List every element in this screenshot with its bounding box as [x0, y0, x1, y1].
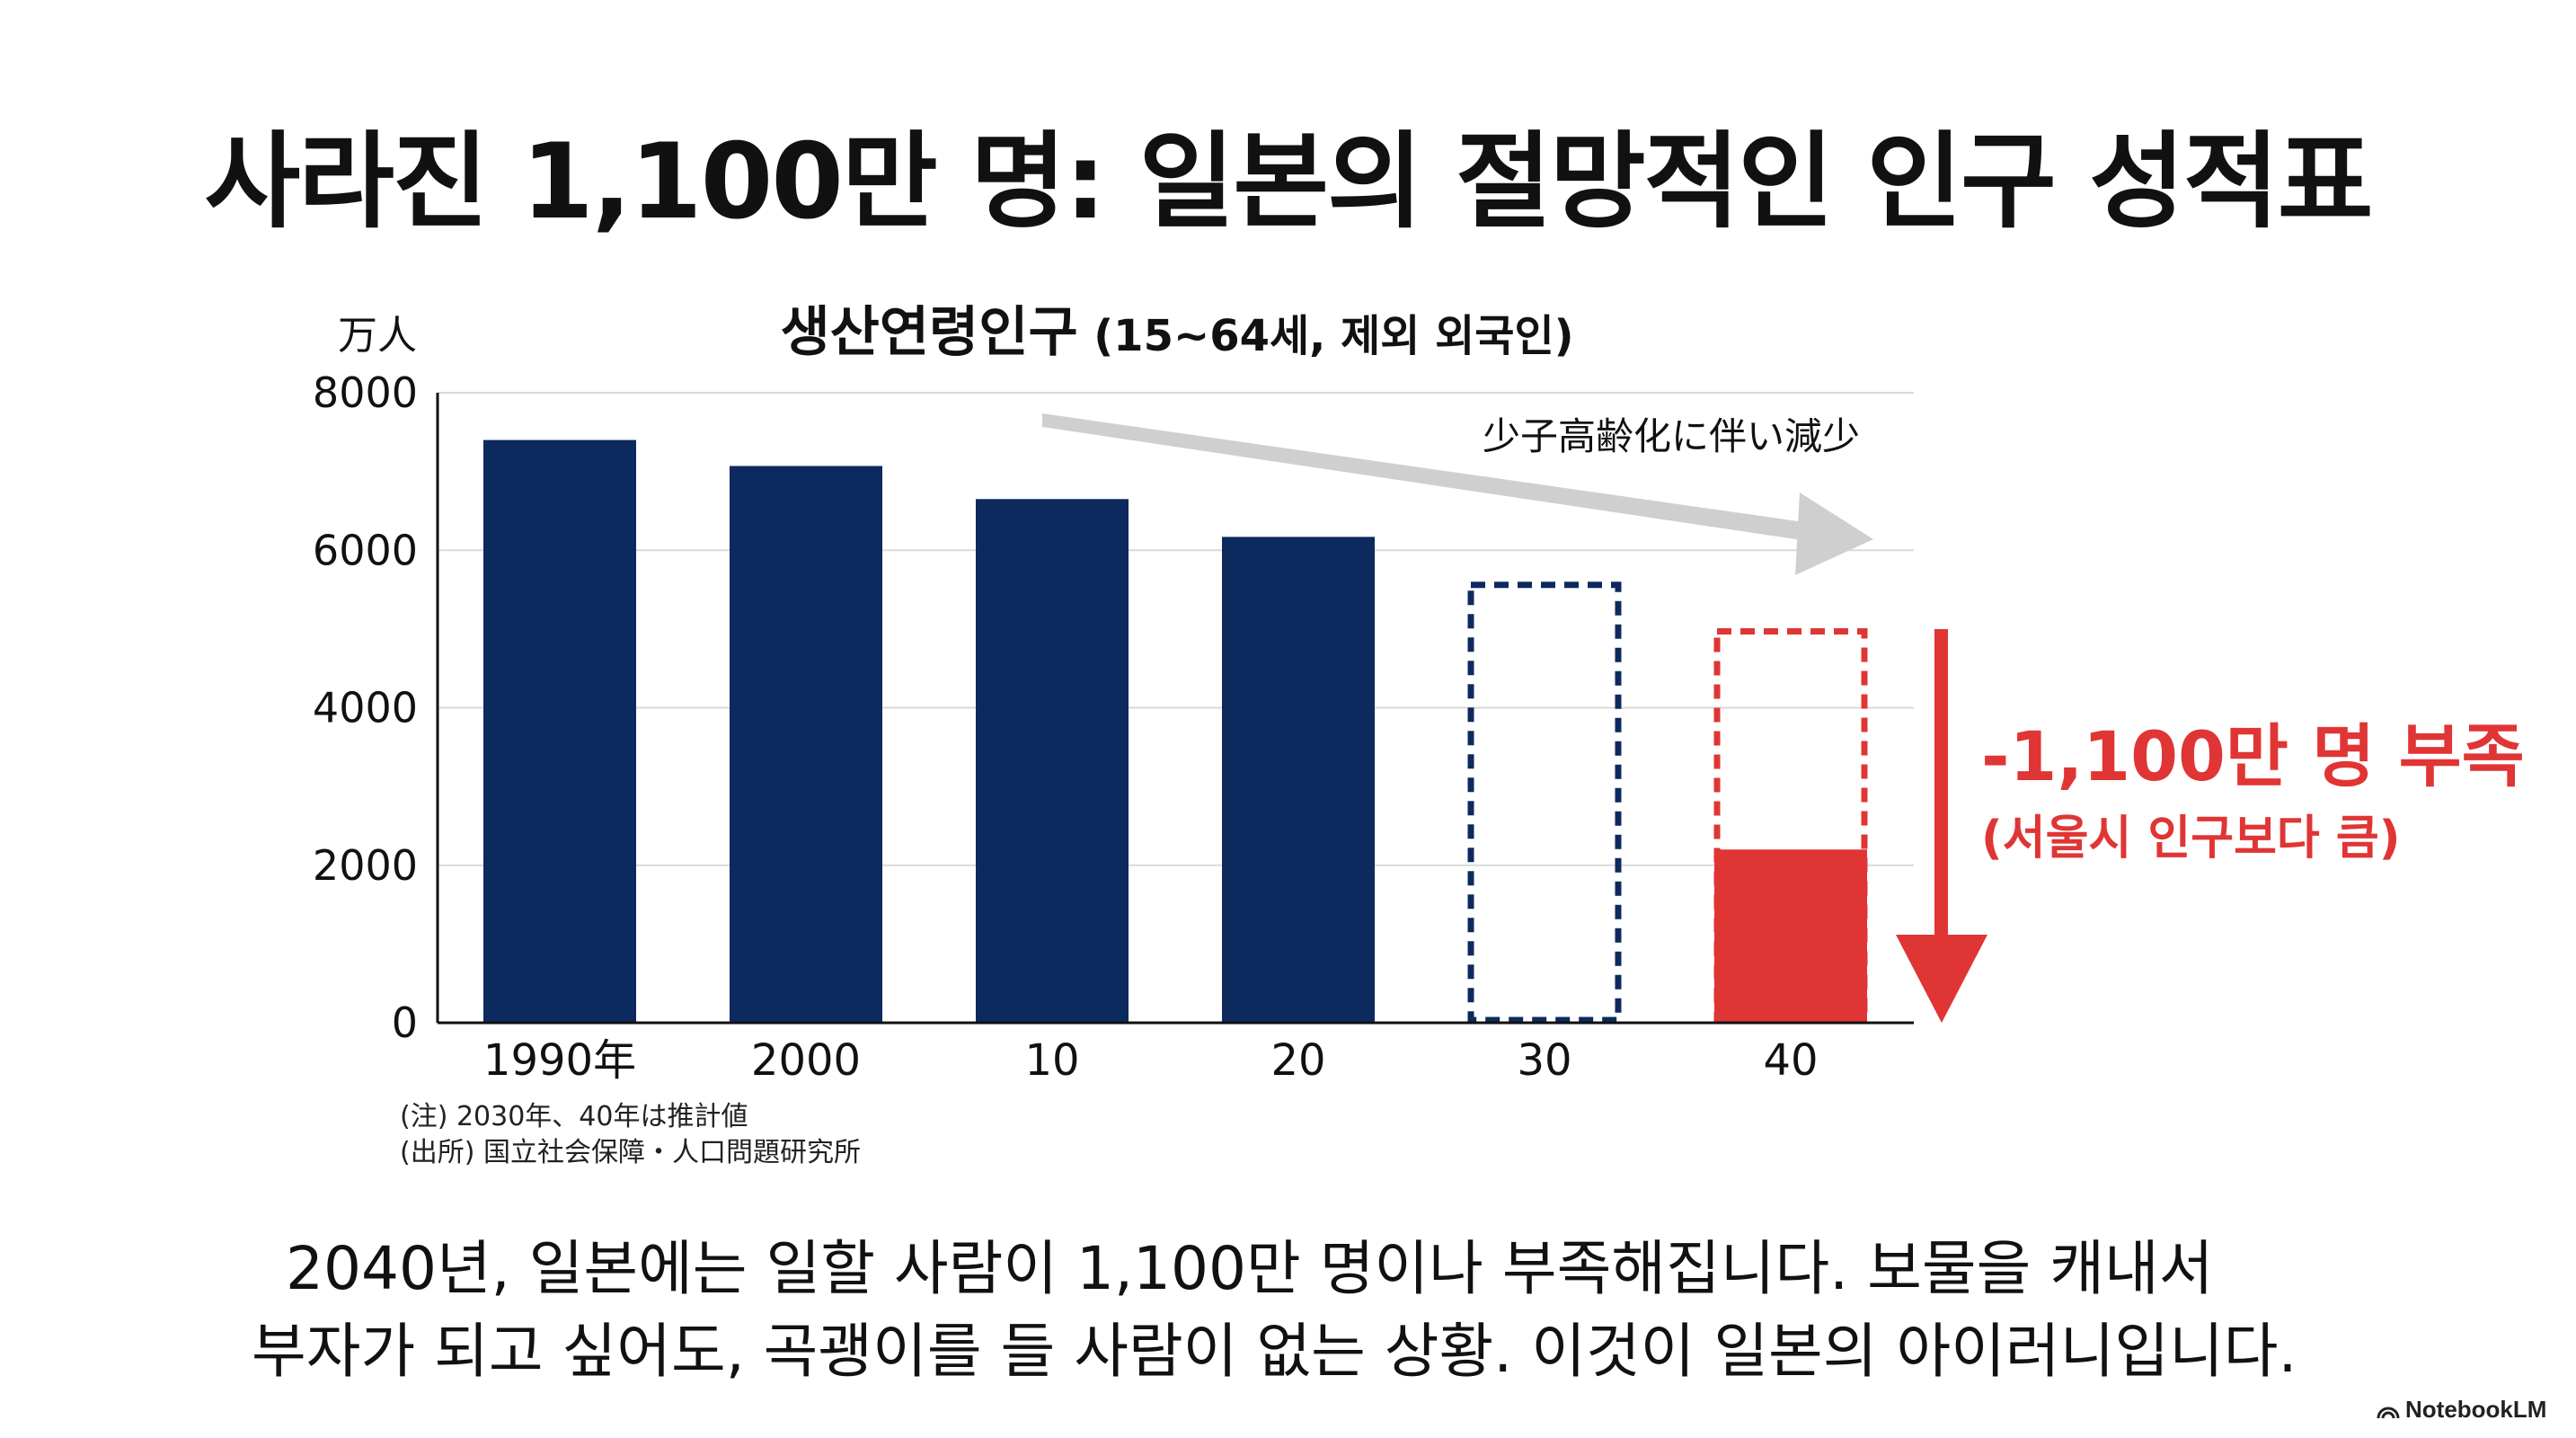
- x-tick-label: 20: [1270, 1035, 1325, 1086]
- y-tick-label: 6000: [313, 526, 418, 574]
- brand-watermark: NotebookLM: [2377, 1396, 2546, 1425]
- x-tick-label: 2000: [751, 1035, 861, 1086]
- chart-title-main: 생산연령인구: [780, 301, 1077, 364]
- trend-arrow: [1042, 413, 1873, 575]
- caption-line-1: 2040년, 일본에는 일할 사람이 1,100만 명이나 부족해집니다. 보물…: [286, 1234, 2214, 1303]
- bar-0: [483, 439, 636, 1023]
- bar-3: [1222, 537, 1375, 1023]
- y-tick-label: 8000: [313, 368, 418, 417]
- grid-lines: [438, 392, 1914, 866]
- y-axis-unit-label: 万人: [338, 313, 417, 359]
- bar-1: [730, 466, 882, 1023]
- chart-title: 생산연령인구 (15~64세, 제외 외국인): [780, 301, 1573, 364]
- brand-name: NotebookLM: [2405, 1396, 2547, 1423]
- page-title: 사라진 1,100만 명: 일본의 절망적인 인구 성적표: [204, 121, 2374, 243]
- bar-remaining-5: [1714, 849, 1867, 1023]
- x-tick-label: 1990年: [483, 1035, 636, 1086]
- trend-annotation: 少子高齢化に伴い減少: [1483, 414, 1860, 458]
- note-estimate: (注) 2030年、40年は推計値: [400, 1101, 748, 1132]
- y-tick-label: 4000: [313, 684, 418, 732]
- y-tick-label: 0: [392, 999, 418, 1047]
- notebooklm-icon: [2377, 1398, 2400, 1425]
- bar-projected-4: [1467, 581, 1622, 1024]
- shortfall-label: -1,100만 명 부족: [1981, 716, 2525, 796]
- bars: [483, 439, 1868, 1024]
- note-source: (出所) 国立社会保障・人口問題研究所: [400, 1137, 861, 1168]
- bar-2: [976, 499, 1129, 1023]
- x-tick-label: 10: [1024, 1035, 1079, 1086]
- shortfall-arrow: [1896, 629, 1987, 1023]
- chart-subtitle: (15~64세, 제외 외국인): [1093, 311, 1573, 361]
- shortfall-sublabel: (서울시 인구보다 큼): [1981, 812, 2400, 865]
- caption-line-2: 부자가 되고 싶어도, 곡괭이를 들 사람이 없는 상황. 이것이 일본의 아이…: [252, 1317, 2297, 1386]
- tick-labels: 0 2000 4000 6000 8000 1990年 2000 10 20 30 40: [313, 368, 1819, 1086]
- x-tick-label: 40: [1763, 1035, 1818, 1086]
- y-tick-label: 2000: [313, 841, 418, 890]
- axes: [436, 393, 1914, 1025]
- population-chart: 0 2000 4000 6000 8000 1990年 2000 10 20 30 40 万人 생산…: [313, 301, 2525, 1168]
- x-tick-label: 30: [1517, 1035, 1571, 1086]
- bar-projected-5: [1713, 628, 1868, 1024]
